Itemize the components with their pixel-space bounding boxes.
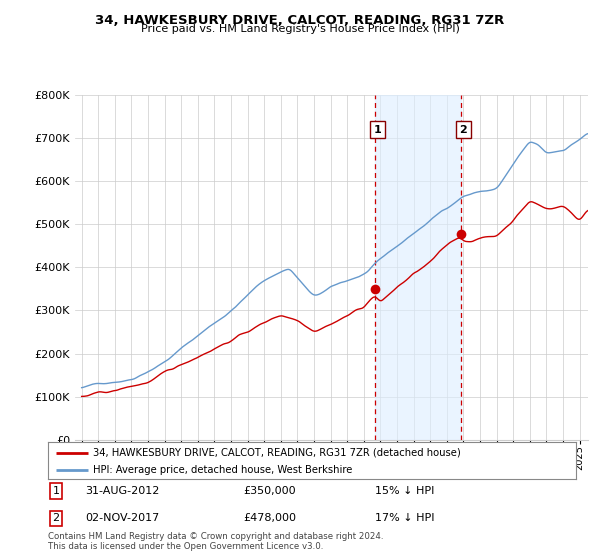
Text: 1: 1 [374, 125, 382, 134]
Bar [375, 95, 461, 440]
Text: 17% ↓ HPI: 17% ↓ HPI [376, 514, 435, 524]
Text: 2: 2 [52, 514, 59, 524]
Text: 31-AUG-2012: 31-AUG-2012 [85, 486, 160, 496]
Text: Contains HM Land Registry data © Crown copyright and database right 2024.
This d: Contains HM Land Registry data © Crown c… [48, 532, 383, 552]
Text: 15% ↓ HPI: 15% ↓ HPI [376, 486, 435, 496]
Text: 2: 2 [460, 125, 467, 134]
Text: HPI: Average price, detached house, West Berkshire: HPI: Average price, detached house, West… [93, 465, 352, 475]
Text: £350,000: £350,000 [244, 486, 296, 496]
Text: 34, HAWKESBURY DRIVE, CALCOT, READING, RG31 7ZR: 34, HAWKESBURY DRIVE, CALCOT, READING, R… [95, 14, 505, 27]
Text: 1: 1 [52, 486, 59, 496]
Text: Price paid vs. HM Land Registry's House Price Index (HPI): Price paid vs. HM Land Registry's House … [140, 24, 460, 34]
Text: £478,000: £478,000 [244, 514, 296, 524]
Text: 02-NOV-2017: 02-NOV-2017 [85, 514, 159, 524]
Text: 34, HAWKESBURY DRIVE, CALCOT, READING, RG31 7ZR (detached house): 34, HAWKESBURY DRIVE, CALCOT, READING, R… [93, 447, 461, 458]
